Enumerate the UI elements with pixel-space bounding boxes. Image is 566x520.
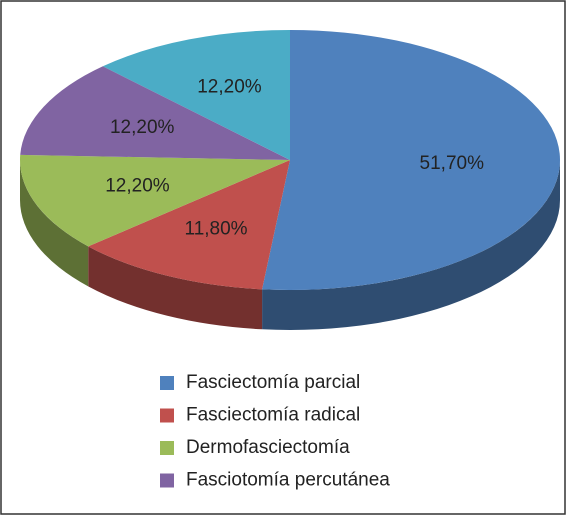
data-label: 12,20% <box>110 117 175 138</box>
legend-label: Fasciectomía parcial <box>186 372 360 393</box>
legend-swatch <box>160 408 174 423</box>
legend-swatch <box>160 441 174 455</box>
pie-slice-side <box>88 246 263 330</box>
data-label: 12,20% <box>197 77 262 98</box>
legend-label: Fasciotomía percutánea <box>186 470 390 491</box>
pie-slice <box>20 66 291 160</box>
legend-swatch <box>160 473 174 488</box>
pie-slice-side <box>262 160 560 331</box>
pie-slice <box>88 160 290 290</box>
pie-slice <box>262 30 561 290</box>
data-label: 51,70% <box>420 153 485 174</box>
pie-slice <box>102 29 290 160</box>
pie-slice <box>19 154 290 247</box>
data-label: 12,20% <box>105 175 170 196</box>
legend-swatch <box>160 376 174 390</box>
data-label: 11,80% <box>185 218 248 239</box>
pie-slice-side <box>20 160 89 287</box>
legend-label: Fasciectomía radical <box>186 405 360 426</box>
legend-label: Dermofasciectomía <box>186 437 350 458</box>
